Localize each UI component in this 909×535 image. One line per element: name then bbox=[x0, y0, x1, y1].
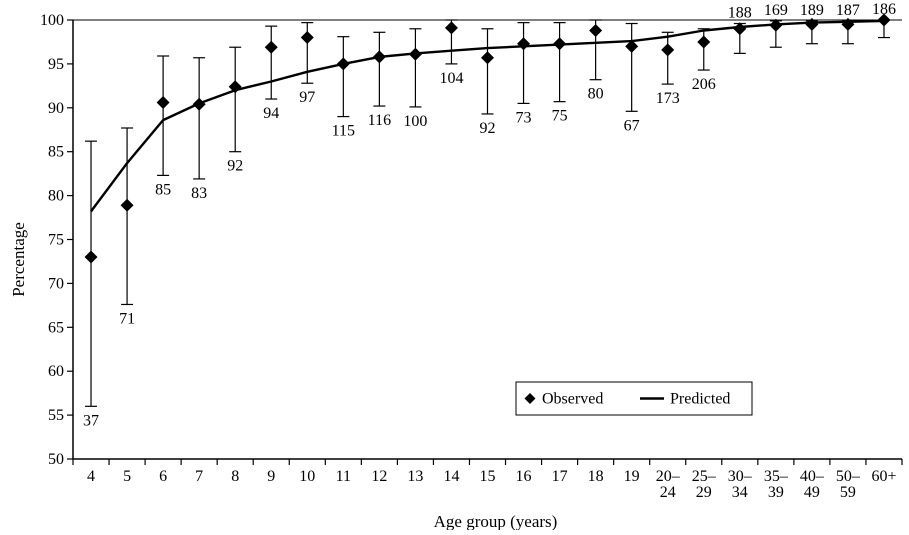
x-tick-label: 10 bbox=[299, 468, 315, 485]
y-tick-label: 60 bbox=[48, 363, 64, 380]
x-tick-label: 30– bbox=[728, 468, 753, 485]
sample-size-label: 94 bbox=[263, 105, 279, 122]
sample-size-label: 92 bbox=[227, 158, 243, 175]
observed-point bbox=[769, 18, 783, 32]
observed-point bbox=[228, 80, 242, 94]
sample-size-label: 67 bbox=[624, 117, 640, 134]
y-tick-label: 50 bbox=[48, 451, 64, 468]
sample-size-label: 189 bbox=[800, 2, 824, 19]
observed-point bbox=[408, 47, 422, 61]
x-tick-label: 40– bbox=[800, 468, 825, 485]
sample-size-label: 80 bbox=[588, 86, 604, 103]
sample-size-label: 97 bbox=[299, 89, 315, 106]
x-tick-label: 34 bbox=[732, 484, 748, 501]
x-tick-label: 6 bbox=[159, 468, 167, 485]
sample-size-label: 92 bbox=[480, 120, 496, 137]
y-tick-label: 65 bbox=[48, 319, 64, 336]
observed-point bbox=[517, 37, 531, 51]
sample-size-label: 187 bbox=[836, 2, 860, 19]
x-tick-label: 18 bbox=[588, 468, 604, 485]
observed-point bbox=[553, 37, 567, 51]
sample-size-label: 169 bbox=[764, 2, 788, 19]
x-tick-label: 5 bbox=[123, 468, 131, 485]
x-axis-title: Age group (years) bbox=[434, 512, 558, 530]
x-tick-label: 9 bbox=[267, 468, 275, 485]
y-tick-label: 95 bbox=[48, 56, 64, 73]
legend-observed-label: Observed bbox=[542, 391, 603, 408]
x-tick-label: 49 bbox=[804, 484, 820, 501]
x-tick-label: 15 bbox=[480, 468, 496, 485]
sample-size-label: 73 bbox=[516, 109, 532, 126]
observed-point bbox=[372, 50, 386, 64]
sample-size-label: 37 bbox=[83, 412, 99, 429]
legend-observed-marker bbox=[524, 393, 536, 404]
x-tick-label: 29 bbox=[696, 484, 712, 501]
x-tick-label: 16 bbox=[516, 468, 532, 485]
observed-point bbox=[625, 39, 639, 53]
observed-point bbox=[264, 40, 278, 54]
observed-point bbox=[120, 198, 134, 212]
x-tick-label: 50– bbox=[836, 468, 861, 485]
observed-point bbox=[697, 35, 711, 49]
observed-point bbox=[661, 43, 675, 57]
sample-size-label: 186 bbox=[872, 1, 896, 18]
observed-point bbox=[300, 31, 314, 45]
sample-size-label: 100 bbox=[403, 113, 427, 130]
x-tick-label: 11 bbox=[336, 468, 351, 485]
x-tick-label: 60+ bbox=[871, 468, 896, 485]
y-tick-label: 80 bbox=[48, 188, 64, 205]
y-tick-label: 70 bbox=[48, 275, 64, 292]
sample-size-label: 85 bbox=[155, 181, 171, 198]
sample-size-label: 173 bbox=[656, 90, 680, 107]
x-tick-label: 19 bbox=[624, 468, 640, 485]
observed-point bbox=[589, 24, 603, 38]
observed-point bbox=[841, 17, 855, 31]
x-tick-label: 35– bbox=[764, 468, 789, 485]
y-tick-label: 90 bbox=[48, 100, 64, 117]
sample-size-label: 206 bbox=[692, 76, 716, 93]
x-tick-label: 14 bbox=[443, 468, 459, 485]
y-tick-label: 85 bbox=[48, 144, 64, 161]
x-tick-label: 8 bbox=[231, 468, 239, 485]
x-tick-label: 24 bbox=[660, 484, 676, 501]
x-tick-label: 4 bbox=[87, 468, 95, 485]
y-tick-label: 75 bbox=[48, 232, 64, 249]
observed-point bbox=[192, 97, 206, 111]
observed-point bbox=[805, 17, 819, 31]
x-tick-label: 7 bbox=[195, 468, 203, 485]
x-tick-label: 25– bbox=[692, 468, 717, 485]
legend-box bbox=[515, 381, 753, 416]
sample-size-label: 75 bbox=[552, 108, 568, 125]
observed-point bbox=[444, 21, 458, 35]
y-tick-label: 55 bbox=[48, 407, 64, 424]
sample-size-label: 71 bbox=[119, 310, 135, 327]
observed-point bbox=[877, 13, 891, 27]
observed-point bbox=[481, 51, 494, 65]
sample-size-label: 188 bbox=[728, 5, 752, 22]
x-tick-label: 12 bbox=[371, 468, 387, 485]
x-tick-label: 59 bbox=[840, 484, 856, 501]
legend-predicted-label: Predicted bbox=[670, 391, 730, 408]
observed-point bbox=[336, 57, 350, 71]
sample-size-label: 83 bbox=[191, 185, 207, 202]
sample-size-label: 116 bbox=[368, 112, 391, 129]
observed-point bbox=[84, 250, 98, 264]
y-tick-label: 100 bbox=[40, 12, 64, 29]
sample-size-label: 104 bbox=[439, 70, 463, 87]
observed-point bbox=[156, 96, 170, 110]
x-tick-label: 13 bbox=[407, 468, 423, 485]
x-tick-label: 17 bbox=[552, 468, 568, 485]
x-tick-label: 20– bbox=[656, 468, 681, 485]
observed-point bbox=[733, 22, 747, 36]
sample-size-label: 115 bbox=[332, 123, 355, 140]
y-axis-title: Percentage bbox=[9, 222, 28, 297]
x-tick-label: 39 bbox=[768, 484, 784, 501]
